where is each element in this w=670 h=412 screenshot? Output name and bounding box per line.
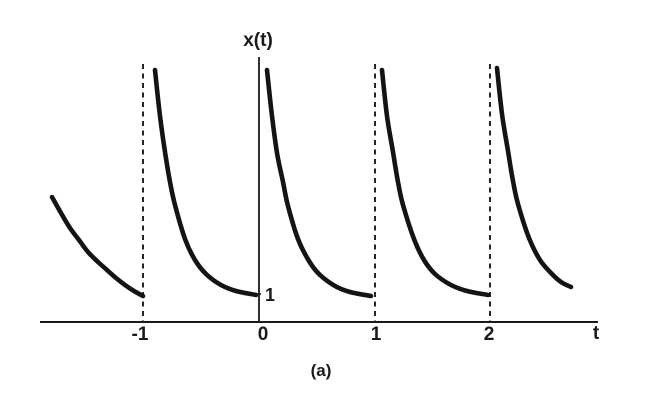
signal-curve-segment	[152, 67, 259, 298]
y-tick-label-1: 1	[265, 285, 276, 305]
x-axis-label: t	[592, 323, 600, 344]
y-axis-label: x(t)	[243, 30, 273, 51]
signal-curve-segment	[49, 194, 146, 299]
signal-curve-segment	[264, 67, 374, 299]
signal-curve-segment	[494, 65, 574, 290]
x-tick-label-0: 0	[257, 324, 269, 345]
x-tick-label-1: 1	[370, 324, 382, 345]
x-tick-label-2: 2	[483, 324, 495, 345]
figure-caption: (a)	[310, 361, 332, 380]
x-tick-label-neg1: -1	[131, 324, 149, 345]
signal-curve-segment	[379, 67, 491, 298]
